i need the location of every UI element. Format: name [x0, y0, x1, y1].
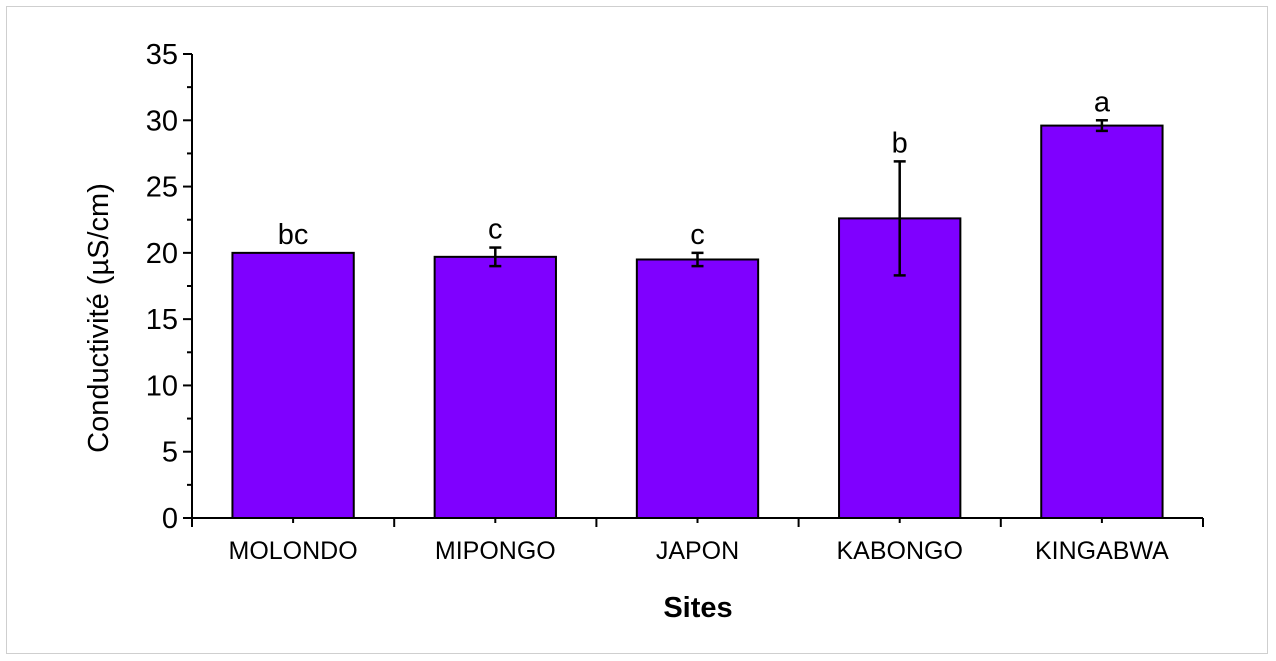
x-tick-label: MIPONGO [435, 537, 556, 565]
y-tick-label: 5 [162, 437, 178, 469]
significance-letter: c [488, 214, 503, 246]
y-axis: 0 5 10 15 20 25 30 35 [146, 39, 193, 535]
bar-japon [635, 258, 760, 519]
y-tick-label: 15 [146, 304, 178, 336]
error-bar-japon [691, 251, 704, 268]
x-tick-label: KABONGO [836, 537, 962, 565]
x-tick-label: MOLONDO [229, 537, 358, 565]
x-axis: MOLONDO MIPONGO JAPON KABONGO KINGABWA [191, 517, 1204, 565]
x-tick-label: JAPON [656, 537, 739, 565]
significance-letter: bc [278, 219, 309, 251]
bar-molondo [231, 251, 355, 519]
significance-letter: c [690, 219, 705, 251]
x-axis-label: Sites [663, 592, 732, 624]
significance-letter: a [1094, 86, 1111, 118]
chart-frame [6, 6, 1268, 654]
significance-letters-group: bc c c b a [278, 86, 1111, 251]
y-tick-label: 35 [146, 39, 178, 71]
bars-group [231, 124, 1164, 520]
bar-kingabwa [1040, 124, 1164, 520]
y-tick-label: 30 [146, 105, 178, 137]
error-bar-kingabwa [1095, 119, 1108, 133]
error-bar-kabongo [893, 160, 906, 277]
bar-mipongo [433, 255, 557, 519]
significance-letter: b [892, 127, 908, 159]
y-tick-label: 10 [146, 370, 178, 402]
y-tick-label: 0 [162, 503, 178, 535]
y-axis-label: Conductivité (µS/cm) [83, 183, 115, 453]
error-bars-group [489, 119, 1108, 277]
x-tick-label: KINGABWA [1035, 537, 1169, 565]
y-tick-label: 20 [146, 238, 178, 270]
y-tick-label: 25 [146, 172, 178, 204]
error-bar-mipongo [489, 246, 502, 268]
